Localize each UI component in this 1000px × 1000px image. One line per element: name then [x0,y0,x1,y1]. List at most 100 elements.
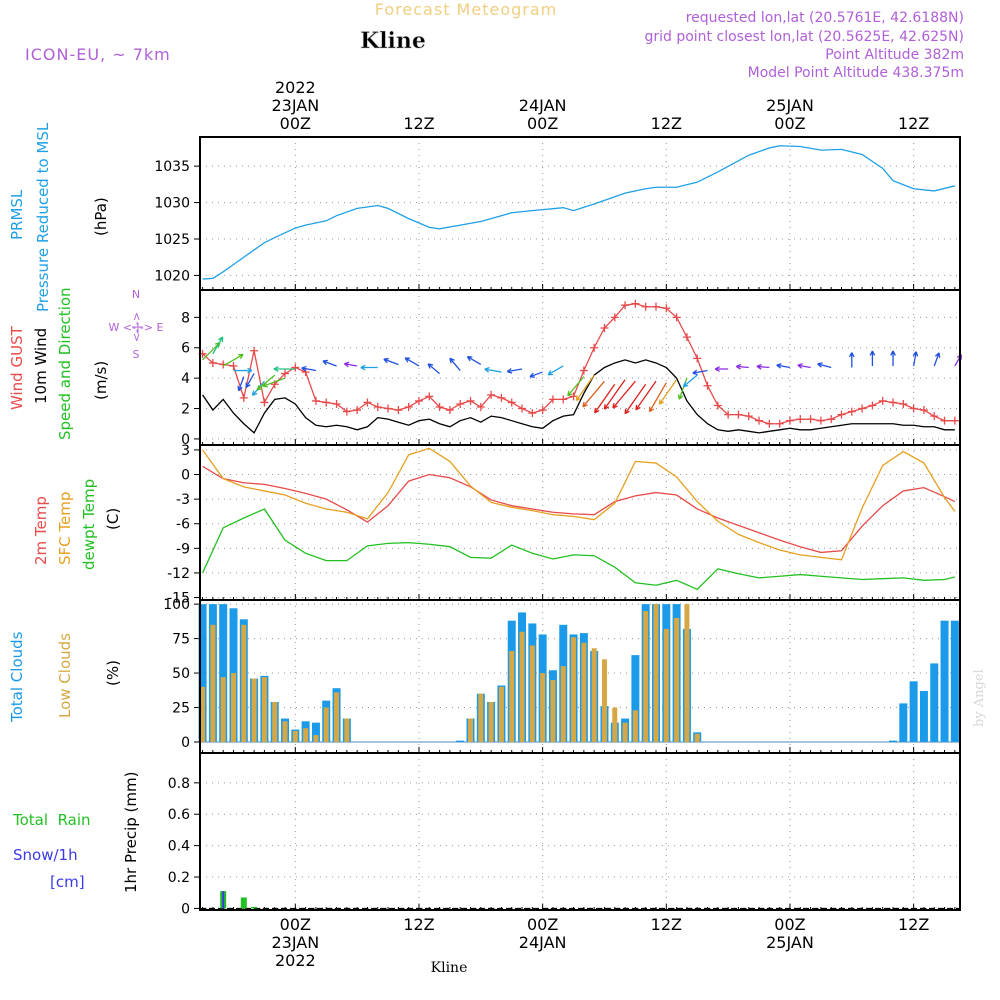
panel-2: -15 -12 -9 -6 -3 0 3 [167,443,960,607]
gust-marker [590,343,599,352]
gust-marker [311,396,320,405]
gust-marker [909,404,918,413]
gust-marker [662,304,671,313]
gust-marker [394,406,403,415]
low-cloud-bar [344,718,350,742]
low-cloud-bar [303,728,309,742]
gust-marker [940,416,949,425]
y-tick-label: 1020 [154,268,190,284]
wind10m-label: 10m Wind [32,328,50,404]
low-cloud-bar [210,624,216,742]
gust-marker [456,399,465,408]
y-tick-label: -3 [176,492,190,508]
gust-marker [322,398,331,407]
y-tick-label: 3 [181,443,190,459]
gust-marker [765,419,774,428]
total-cloud-bar [930,663,939,742]
wind-arrow [682,374,698,388]
gust-marker [528,409,537,418]
gust-marker [208,358,217,367]
gust-marker [425,392,434,401]
y-tick-label: 0.8 [168,776,190,792]
gust-marker [518,404,527,413]
low-cloud-bar [694,733,700,742]
time-label: 00Z [774,915,805,934]
low-cloud-bar [251,678,257,742]
wind-arrow [756,363,770,370]
wind-arrow [466,356,482,366]
y-tick-label: 75 [172,632,190,648]
low-cloud-bar [653,604,659,742]
gust-marker [693,354,702,363]
total-cloud-bar [631,655,640,742]
y-tick-label: 1030 [154,196,190,212]
total-cloud-bar [456,740,465,742]
gust-marker [497,393,506,402]
gust-marker [404,403,413,412]
gust-label: Wind GUST [8,325,26,410]
panel-0: 1020 1025 1030 1035 [154,137,960,290]
gust-marker [724,410,733,419]
pressure-line [202,145,956,280]
wind-arrow [658,379,678,405]
gust-marker [889,398,898,407]
wind-unit: (m/s) [92,361,110,400]
y-tick-label: -6 [176,517,190,533]
gust-marker [682,333,691,342]
wind-arrow [212,336,224,355]
low-cloud-bar [632,710,638,742]
wind-arrow [635,380,657,411]
time-label: 12Z [898,114,929,133]
gust-marker [837,410,846,419]
low-cloud-bar [663,628,669,742]
y-tick-label: 1035 [154,159,190,175]
gust-marker [600,323,609,332]
wind-arrow [427,363,441,375]
dewpt-label: dewpt Temp [80,479,98,570]
prmsl-label: PRMSL [8,189,26,240]
wind-arrow [776,363,791,369]
gust-marker [301,368,310,377]
y-tick-label: 100 [163,597,190,613]
gust-marker [507,398,516,407]
gust-marker [899,399,908,408]
wind-speed-dir-label: Speed and Direction [56,287,74,440]
wind-arrow [933,352,941,367]
wind-arrow [273,366,296,372]
snow-bar [222,891,225,909]
low-cloud-bar [323,707,329,742]
compass-north: N [132,288,140,301]
total-cloud-bar [909,681,918,742]
gust-marker [775,419,784,428]
low-cloud-bar [282,721,288,742]
compass-we: W <-|-> E [109,321,164,334]
gust-marker [703,381,712,390]
time-label: 12Z [651,915,682,934]
total-cloud-bar [198,604,207,742]
compass-ns: <-|-> [130,312,143,342]
gust-marker [466,396,475,405]
low-cloud-bar [612,707,618,742]
time-label: 00Z [774,114,805,133]
precip-labels: Total Rain Snow/1h [cm] 1hr Precip (mm) [12,772,140,893]
wind-arrow [817,362,832,369]
wind-arrow [222,353,244,367]
wind-arrow [848,352,855,368]
gust-marker [538,406,547,415]
wind-arrow [624,383,647,415]
low-cloud-bar [230,673,236,742]
chart-panels: 102010251030103502468-15-12-9-6-30302550… [154,136,962,917]
gust-marker [260,398,269,407]
t2m-label: 2m Temp [32,496,50,565]
wind-arrow [449,357,461,371]
location-title: Kline [360,28,426,54]
wind-arrow [648,382,667,413]
y-tick-label: 0.6 [168,807,190,823]
total-cloud-bar [889,740,898,742]
gust-marker [342,407,351,416]
tsfc-line [202,447,956,561]
low-cloud-bar [684,604,690,742]
low-cloud-bar [560,666,566,742]
gust-marker [559,395,568,404]
